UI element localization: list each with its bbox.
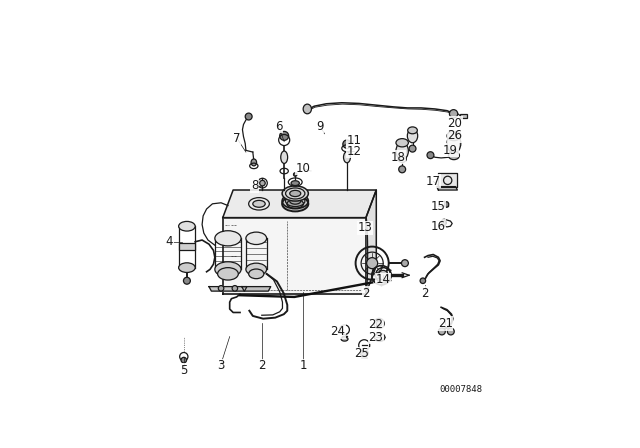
Ellipse shape [374,333,385,341]
Bar [460,114,467,118]
Ellipse shape [447,328,454,335]
Ellipse shape [438,328,445,335]
Ellipse shape [245,113,252,120]
Text: 20: 20 [447,117,462,130]
Ellipse shape [218,267,238,280]
Ellipse shape [282,186,308,201]
Ellipse shape [409,145,416,152]
Ellipse shape [280,131,289,140]
Ellipse shape [184,277,190,284]
Ellipse shape [215,262,241,277]
Text: 17: 17 [426,175,441,188]
Ellipse shape [287,199,303,208]
Text: 15: 15 [430,200,445,213]
Ellipse shape [341,337,348,341]
Ellipse shape [179,221,195,231]
Ellipse shape [449,151,460,159]
Ellipse shape [290,198,301,204]
Ellipse shape [367,258,378,269]
Ellipse shape [447,134,461,153]
Text: 12: 12 [346,145,362,158]
Ellipse shape [344,152,351,163]
Ellipse shape [360,350,369,356]
Ellipse shape [246,263,267,276]
Ellipse shape [290,190,301,197]
Text: 14: 14 [376,273,390,286]
Text: 6: 6 [275,120,282,133]
Text: 19: 19 [443,144,458,157]
Text: 8: 8 [251,179,258,192]
Ellipse shape [427,152,434,159]
Ellipse shape [378,271,388,280]
Text: 26: 26 [447,129,463,142]
Text: 4: 4 [166,235,173,248]
Ellipse shape [445,202,449,207]
Ellipse shape [251,159,257,166]
Text: 1: 1 [300,359,307,372]
Polygon shape [436,186,458,190]
Text: 23: 23 [368,331,383,344]
Ellipse shape [253,200,265,207]
Ellipse shape [396,142,408,159]
Text: 2: 2 [422,287,429,300]
Text: 00007848: 00007848 [439,384,483,393]
Text: 2: 2 [258,359,266,372]
Ellipse shape [408,127,417,134]
Ellipse shape [291,181,300,185]
Text: 11: 11 [346,134,362,147]
Ellipse shape [442,220,445,226]
Text: 5: 5 [180,364,188,377]
Ellipse shape [281,151,287,164]
Ellipse shape [218,285,224,291]
Polygon shape [366,190,376,293]
Ellipse shape [215,231,241,246]
Text: 7: 7 [233,132,241,145]
Text: 22: 22 [368,318,383,331]
Ellipse shape [282,196,308,211]
Ellipse shape [420,278,426,284]
Polygon shape [223,218,366,293]
Ellipse shape [376,321,382,326]
Text: 24: 24 [330,325,345,338]
Text: 9: 9 [316,120,324,133]
Ellipse shape [343,140,351,148]
Ellipse shape [294,173,297,176]
Text: 2: 2 [362,287,370,300]
Ellipse shape [396,138,408,147]
Ellipse shape [249,269,264,279]
Text: 18: 18 [390,151,405,164]
Polygon shape [242,287,271,291]
Bar [179,244,195,250]
Text: 25: 25 [355,347,369,360]
Ellipse shape [399,166,406,173]
Polygon shape [209,287,247,291]
Text: 3: 3 [217,359,224,372]
Text: 13: 13 [358,221,372,234]
Text: 10: 10 [296,162,310,175]
Text: 21: 21 [438,317,452,330]
Ellipse shape [246,232,267,245]
Text: 16: 16 [430,220,445,233]
Ellipse shape [447,131,461,141]
Ellipse shape [449,110,458,118]
Ellipse shape [179,263,195,272]
Ellipse shape [181,358,187,363]
Polygon shape [223,190,376,218]
Ellipse shape [407,129,418,143]
Ellipse shape [232,285,237,291]
Polygon shape [438,173,458,186]
Ellipse shape [260,181,265,186]
Ellipse shape [303,104,312,114]
Ellipse shape [401,260,408,267]
